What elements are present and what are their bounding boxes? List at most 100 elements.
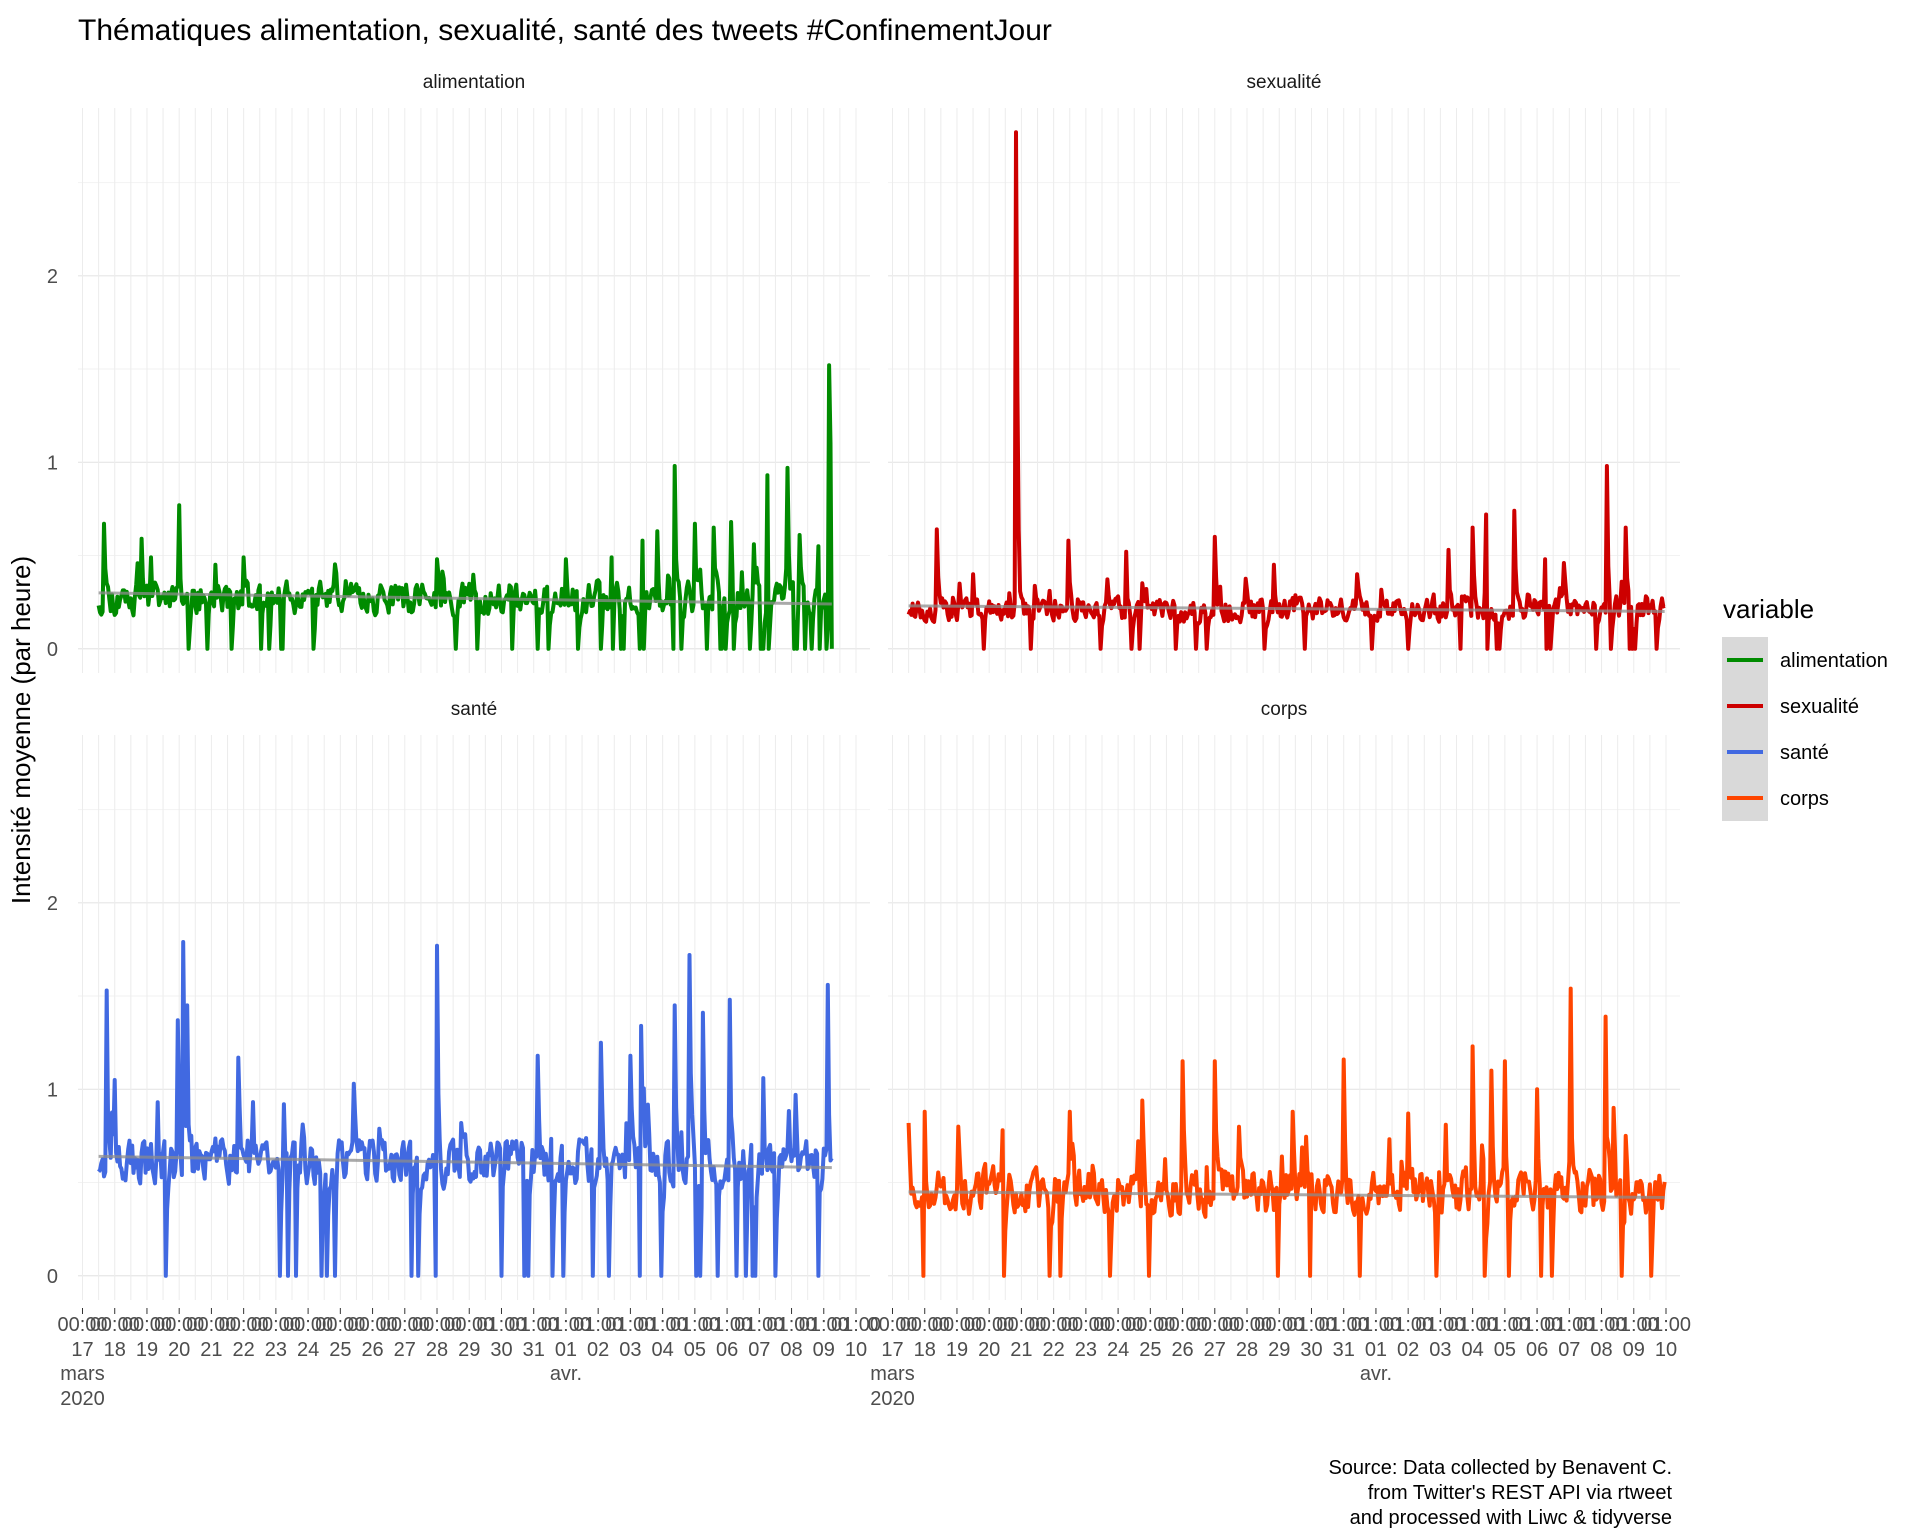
x-tick-day: 08	[780, 1339, 802, 1361]
x-tick-day: 05	[1494, 1339, 1516, 1361]
x-tick-day: 25	[1139, 1339, 1161, 1361]
x-tick-time: 00:00	[1029, 1314, 1079, 1336]
x-tick-time: 01:00	[573, 1314, 623, 1336]
x-tick-day: 17	[71, 1339, 93, 1361]
x-tick-day: 18	[914, 1339, 936, 1361]
y-axis-label: Intensité moyenne (par heure)	[6, 556, 36, 904]
x-tick-month: avr.	[550, 1363, 582, 1385]
legend-label-santé: santé	[1780, 742, 1829, 764]
caption-line-1: Source: Data collected by Benavent C.	[1328, 1457, 1672, 1479]
x-tick-time: 01:00	[1319, 1314, 1369, 1336]
x-tick-time: 00:00	[251, 1314, 301, 1336]
x-tick-day: 20	[168, 1339, 190, 1361]
series-line-sexualité	[906, 130, 1666, 651]
x-tick-day: 23	[265, 1339, 287, 1361]
x-tick-day: 28	[1236, 1339, 1258, 1361]
x-tick-time: 01:00	[541, 1314, 591, 1336]
x-tick-time: 00:00	[154, 1314, 204, 1336]
x-tick-day: 25	[329, 1339, 351, 1361]
x-tick-time: 01:00	[509, 1314, 559, 1336]
x-tick-time: 01:00	[1609, 1314, 1659, 1336]
x-tick-day: 10	[1655, 1339, 1677, 1361]
x-tick-day: 06	[716, 1339, 738, 1361]
caption-line-2: from Twitter's REST API via rtweet	[1368, 1482, 1673, 1504]
x-tick-day: 01	[555, 1339, 577, 1361]
x-tick-day: 24	[1107, 1339, 1129, 1361]
y-tick-label: 1	[47, 1079, 58, 1101]
legend-label-corps: corps	[1780, 788, 1829, 810]
x-tick-time: 00:00	[315, 1314, 365, 1336]
x-tick-time: 00:00	[283, 1314, 333, 1336]
x-tick-time: 01:00	[1383, 1314, 1433, 1336]
x-tick-time: 00:00	[964, 1314, 1014, 1336]
panel-sexualité: sexualité	[888, 72, 1680, 673]
trend-line-santé	[98, 1154, 832, 1170]
x-tick-time: 00:00	[122, 1314, 172, 1336]
x-tick-time: 00:00	[932, 1314, 982, 1336]
legend-label-alimentation: alimentation	[1780, 650, 1888, 672]
x-tick-time: 01:00	[702, 1314, 752, 1336]
x-tick-day: 03	[619, 1339, 641, 1361]
chart-title: Thématiques alimentation, sexualité, san…	[78, 14, 1052, 47]
x-tick-day: 27	[394, 1339, 416, 1361]
x-tick-day: 04	[1462, 1339, 1484, 1361]
x-tick-day: 04	[652, 1339, 674, 1361]
x-tick-day: 19	[136, 1339, 158, 1361]
strip-label-corps: corps	[1261, 699, 1307, 720]
x-tick-day: 18	[104, 1339, 126, 1361]
strip-label-santé: santé	[451, 699, 497, 720]
x-tick-day: 17	[881, 1339, 903, 1361]
y-tick-label: 0	[47, 1266, 58, 1288]
x-tick-day: 07	[1558, 1339, 1580, 1361]
x-tick-day: 26	[361, 1339, 383, 1361]
x-tick-time: 00:00	[380, 1314, 430, 1336]
legend: variable alimentation sexualité santé corps	[1722, 594, 1888, 821]
x-tick-time: 00:00	[186, 1314, 236, 1336]
y-tick-label: 1	[47, 452, 58, 474]
x-tick-day: 02	[1397, 1339, 1419, 1361]
x-tick-time: 00:00	[1222, 1314, 1272, 1336]
x-tick-time: 00:00	[996, 1314, 1046, 1336]
x-tick-day: 01	[1365, 1339, 1387, 1361]
legend-title: variable	[1723, 594, 1814, 624]
x-tick-time: 00:00	[1158, 1314, 1208, 1336]
x-tick-time: 00:00	[1190, 1314, 1240, 1336]
panel-santé: santé01200:0017mars202000:001800:001900:…	[47, 699, 881, 1410]
x-tick-day: 26	[1171, 1339, 1193, 1361]
x-tick-time: 01:00	[670, 1314, 720, 1336]
x-tick-time: 01:00	[1415, 1314, 1465, 1336]
x-tick-time: 00:00	[900, 1314, 950, 1336]
caption: Source: Data collected by Benavent C. fr…	[1328, 1457, 1672, 1529]
y-tick-label: 2	[47, 266, 58, 288]
x-tick-day: 24	[297, 1339, 319, 1361]
x-tick-time: 00:00	[1254, 1314, 1304, 1336]
x-tick-time: 01:00	[638, 1314, 688, 1336]
x-tick-day: 06	[1526, 1339, 1548, 1361]
trend-line-corps	[908, 1190, 1665, 1199]
x-tick-time: 01:00	[1512, 1314, 1562, 1336]
x-tick-day: 31	[523, 1339, 545, 1361]
trend-line-alimentation	[98, 591, 832, 606]
x-tick-day: 28	[426, 1339, 448, 1361]
x-tick-day: 20	[978, 1339, 1000, 1361]
x-tick-time: 01:00	[1351, 1314, 1401, 1336]
x-tick-time: 00:00	[867, 1314, 917, 1336]
x-tick-day: 07	[748, 1339, 770, 1361]
x-tick-day: 19	[946, 1339, 968, 1361]
x-tick-time: 00:00	[1093, 1314, 1143, 1336]
strip-label-sexualité: sexualité	[1247, 72, 1322, 93]
x-tick-time: 00:00	[219, 1314, 269, 1336]
x-tick-time: 01:00	[1448, 1314, 1498, 1336]
x-tick-time: 00:00	[348, 1314, 398, 1336]
x-tick-day: 02	[587, 1339, 609, 1361]
x-tick-day: 21	[200, 1339, 222, 1361]
x-tick-month: mars	[870, 1363, 914, 1385]
x-tick-year: 2020	[870, 1388, 915, 1410]
trend-line-sexualité	[908, 604, 1665, 613]
series-line-alimentation	[96, 363, 834, 651]
series-line-santé	[97, 940, 834, 1278]
x-tick-day: 23	[1075, 1339, 1097, 1361]
x-tick-day: 29	[1268, 1339, 1290, 1361]
caption-line-3: and processed with Liwc & tidyverse	[1350, 1507, 1672, 1529]
